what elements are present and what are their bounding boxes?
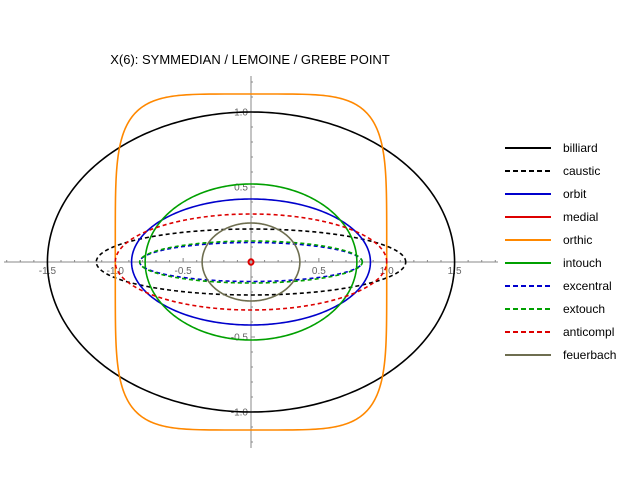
x-tick-label: -0.5 [175, 266, 193, 277]
legend-label: orbit [563, 186, 587, 201]
x-tick-label: 0.5 [312, 266, 326, 277]
legend-swatch-intouch [505, 261, 551, 264]
legend-swatch-orthic [505, 238, 551, 241]
legend-label: medial [563, 209, 599, 224]
legend-label: billiard [563, 140, 598, 155]
series-intouch [144, 183, 358, 341]
y-tick-label: -0.5 [231, 333, 249, 344]
legend: billiard caustic orbit medial orthic intouch e… [505, 136, 623, 366]
y-tick-label: -1.0 [231, 408, 249, 419]
legend-swatch-excentral [505, 284, 551, 287]
legend-label: anticompl [563, 324, 615, 339]
legend-swatch-caustic [505, 169, 551, 172]
y-tick-label: 1.0 [234, 108, 248, 119]
legend-item-caustic: caustic [505, 159, 623, 182]
legend-item-billiard: billiard [505, 136, 623, 159]
y-tick-label: 0.5 [234, 183, 248, 194]
series-caustic [95, 228, 407, 296]
legend-swatch-anticompl [505, 330, 551, 333]
legend-item-medial: medial [505, 205, 623, 228]
legend-label: orthic [563, 232, 593, 247]
legend-swatch-billiard [505, 146, 551, 149]
series-orthic [114, 93, 388, 431]
legend-label: excentral [563, 278, 612, 293]
legend-item-orbit: orbit [505, 182, 623, 205]
legend-item-orthic: orthic [505, 228, 623, 251]
series-billiard [46, 111, 456, 413]
legend-swatch-feuerbach [505, 353, 551, 356]
legend-swatch-extouch [505, 307, 551, 310]
legend-item-excentral: excentral [505, 274, 623, 297]
legend-item-intouch: intouch [505, 251, 623, 274]
legend-label: extouch [563, 301, 606, 316]
legend-label: feuerbach [563, 347, 617, 362]
series-medial [247, 258, 255, 266]
legend-label: intouch [563, 255, 602, 270]
series-extouch [138, 240, 364, 284]
legend-item-feuerbach: feuerbach [505, 343, 623, 366]
legend-item-anticompl: anticompl [505, 320, 623, 343]
legend-item-extouch: extouch [505, 297, 623, 320]
legend-label: caustic [563, 163, 601, 178]
series-orbit [130, 198, 372, 326]
series-feuerbach [201, 222, 301, 302]
legend-swatch-orbit [505, 192, 551, 195]
chart-title: X(6): SYMMEDIAN / LEMOINE / GREBE POINT [110, 52, 390, 67]
legend-swatch-medial [505, 215, 551, 218]
series-anticompl [114, 213, 388, 311]
